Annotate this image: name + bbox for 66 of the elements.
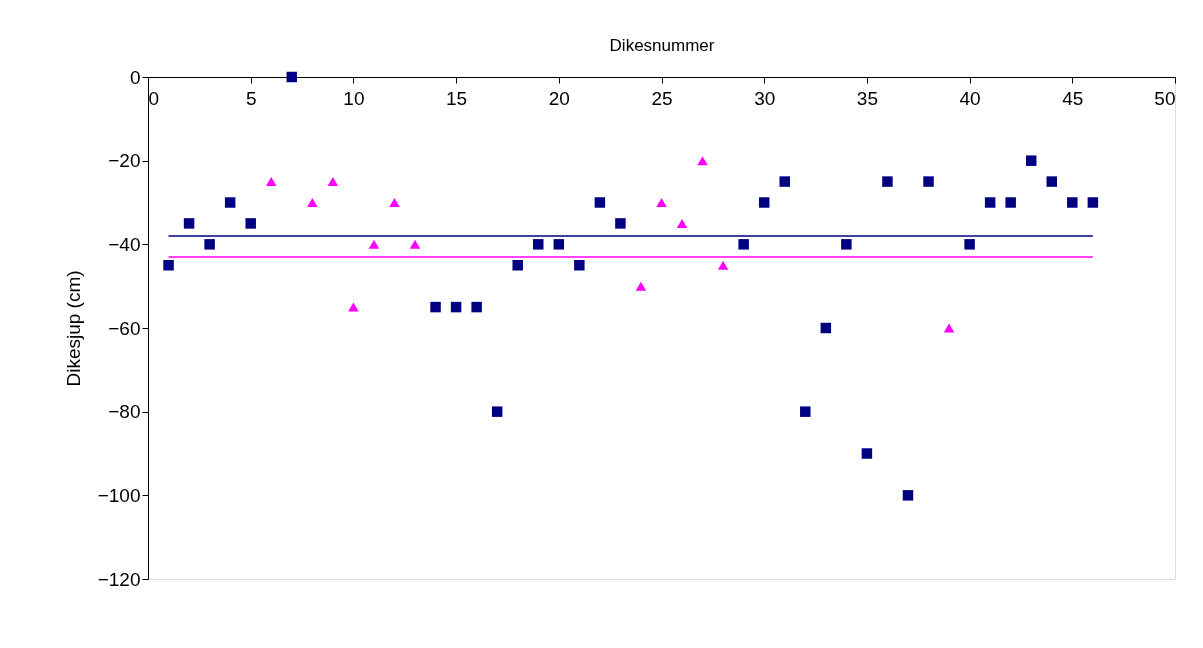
point [533,239,544,250]
point [902,490,914,501]
point [553,239,565,250]
x-tick-label: 45 [1062,87,1084,109]
point [1025,155,1037,166]
y-tick-label: −100 [97,484,141,506]
point [1087,197,1099,208]
point [779,176,790,187]
x-tick-label: 10 [343,87,365,109]
point [450,301,462,313]
point [841,239,852,250]
point [1067,197,1078,208]
y-tick-label: −20 [108,150,141,172]
point [204,239,215,250]
y-axis-title: Dikesjup (cm) [62,270,84,387]
point [615,218,626,229]
point [266,177,277,187]
x-tick-label: 35 [856,87,878,109]
x-tick-label: 50 [1154,87,1176,109]
point [676,218,688,228]
x-tick-label: 0 [148,87,160,109]
point [307,197,318,208]
point [163,260,174,271]
point [224,197,236,208]
point [1005,197,1016,208]
point [656,197,667,208]
point [594,197,606,208]
point [1046,176,1057,187]
x-tick-label: 15 [446,87,468,109]
y-tick-label: −60 [108,317,141,339]
point [697,156,708,166]
x-axis-title: Dikesnummer [609,35,715,55]
y-tick-label: −120 [97,568,141,590]
point [471,301,482,313]
point [984,197,996,208]
point [923,176,934,187]
point [389,197,400,208]
point [943,323,955,333]
x-tick-label: 25 [651,87,673,109]
y-tick-label: 0 [129,66,141,88]
point [574,260,585,271]
point [183,218,195,229]
x-tick-label: 5 [245,87,257,109]
point [635,281,647,291]
point [800,406,811,417]
y-tick-label: −80 [108,401,141,423]
point [368,239,380,249]
point [758,197,770,208]
point [964,239,975,250]
point [882,176,893,187]
x-tick-label: 40 [959,87,981,109]
point [491,406,503,417]
point [409,239,421,249]
point [286,71,298,83]
point [430,301,441,313]
point [717,260,729,270]
x-tick-label: 20 [548,87,570,109]
point [245,218,256,229]
point [512,260,523,271]
point [820,322,832,334]
y-tick-label: −40 [108,233,141,255]
point [738,239,749,250]
point [861,448,873,459]
x-tick-label: 30 [754,87,776,109]
point [327,177,339,187]
point [348,302,359,312]
